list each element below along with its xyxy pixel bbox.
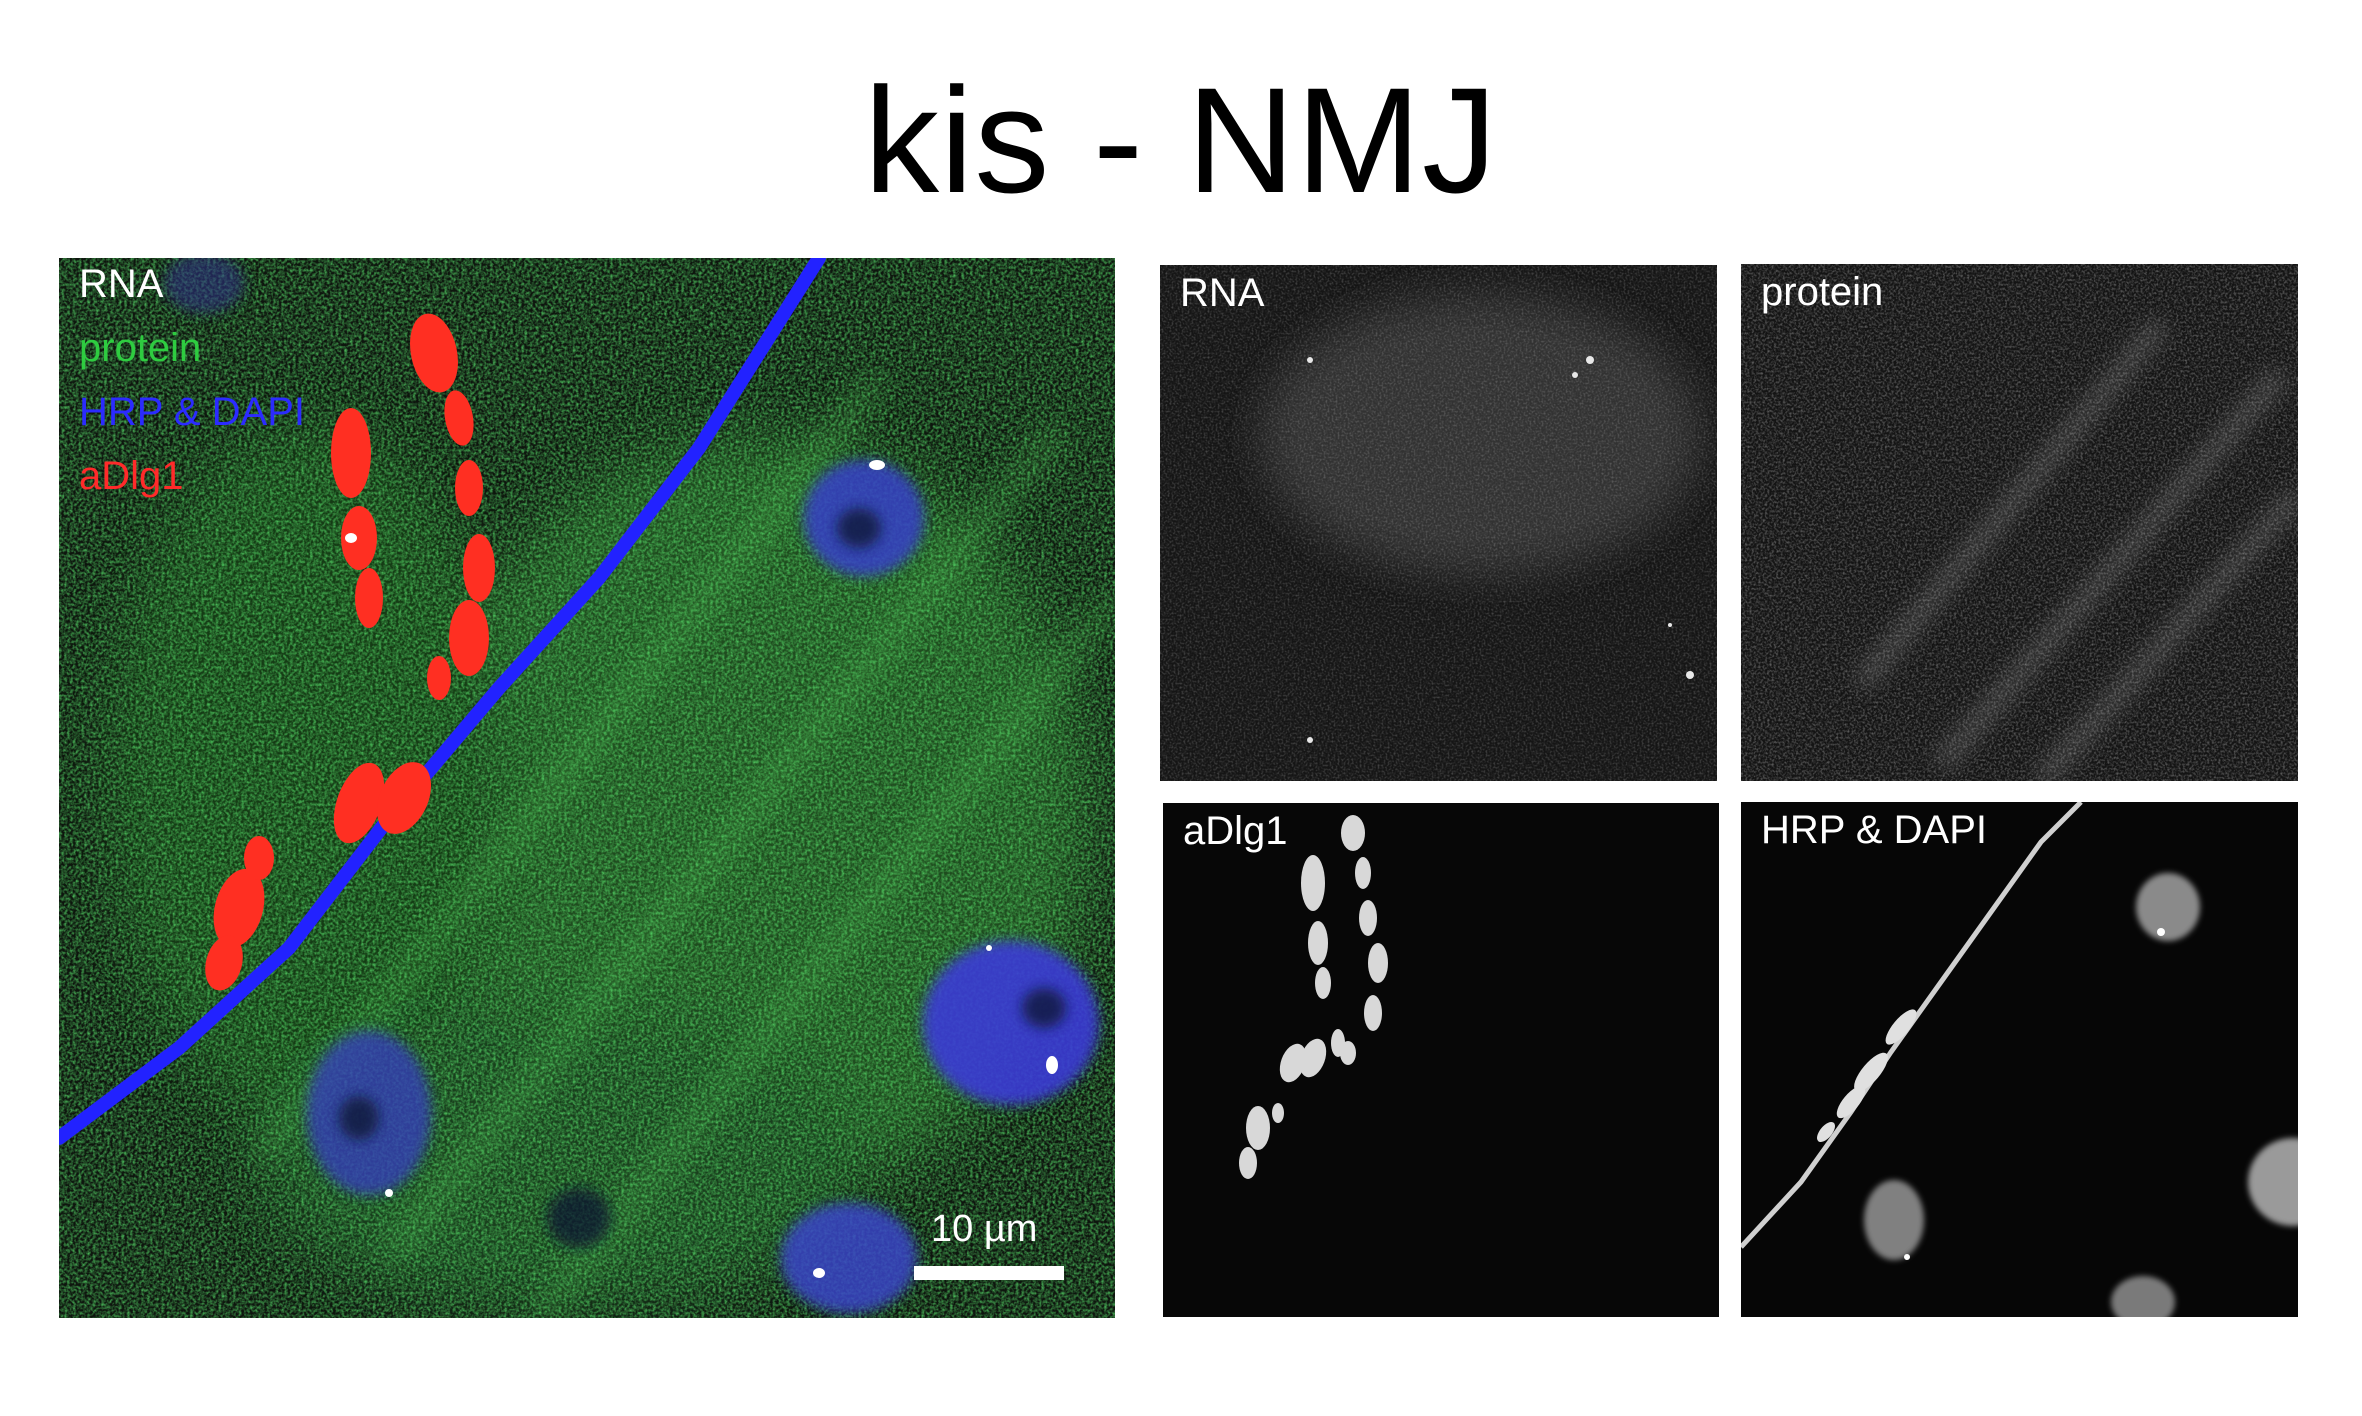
rna-channel-panel: RNA xyxy=(1160,265,1717,781)
figure-title: kis - NMJ xyxy=(864,56,1498,224)
scale-bar-label: 10 µm xyxy=(931,1208,1038,1250)
rna-channel-label: RNA xyxy=(1180,271,1265,315)
legend-adlg1-label: aDlg1 xyxy=(79,454,184,498)
legend-protein-label: protein xyxy=(79,326,202,370)
scale-bar xyxy=(914,1266,1064,1280)
protein-channel-label: protein xyxy=(1761,270,1884,314)
legend-rna-label: RNA xyxy=(79,262,164,306)
protein-micrograph xyxy=(1741,264,2298,781)
merged-micrograph xyxy=(59,258,1115,1318)
legend-hrp-dapi-label: HRP & DAPI xyxy=(79,390,305,434)
merged-image-panel: RNA protein HRP & DAPI aDlg1 10 µm xyxy=(59,258,1115,1318)
adlg1-micrograph xyxy=(1163,803,1719,1317)
hrp-dapi-channel-panel: HRP & DAPI xyxy=(1741,802,2298,1317)
adlg1-channel-panel: aDlg1 xyxy=(1163,803,1719,1317)
rna-micrograph xyxy=(1160,265,1717,781)
hrp-dapi-channel-label: HRP & DAPI xyxy=(1761,808,1987,852)
hrp-dapi-micrograph xyxy=(1741,802,2298,1317)
protein-channel-panel: protein xyxy=(1741,264,2298,781)
adlg1-channel-label: aDlg1 xyxy=(1183,809,1288,853)
